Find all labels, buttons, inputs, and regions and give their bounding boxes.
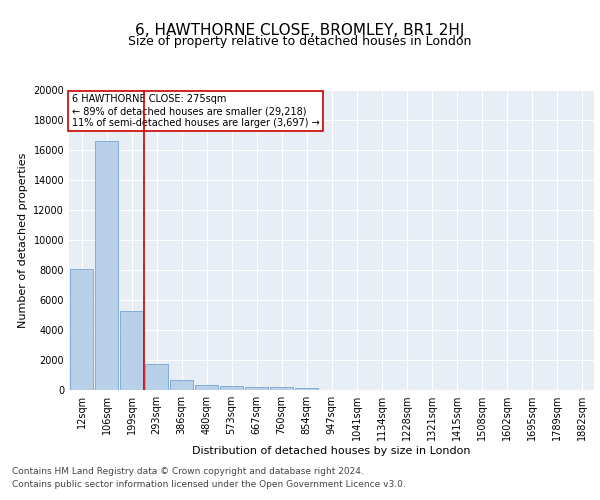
Text: Contains HM Land Registry data © Crown copyright and database right 2024.: Contains HM Land Registry data © Crown c…: [12, 467, 364, 476]
Bar: [70, 268, 94, 390]
Bar: [194, 385, 218, 390]
Text: Contains public sector information licensed under the Open Government Licence v3: Contains public sector information licen…: [12, 480, 406, 489]
Text: 6 HAWTHORNE CLOSE: 275sqm
← 89% of detached houses are smaller (29,218)
11% of s: 6 HAWTHORNE CLOSE: 275sqm ← 89% of detac…: [71, 94, 319, 128]
Y-axis label: Number of detached properties: Number of detached properties: [18, 152, 28, 328]
Bar: [170, 380, 193, 390]
Bar: [295, 388, 319, 390]
Text: 6, HAWTHORNE CLOSE, BROMLEY, BR1 2HJ: 6, HAWTHORNE CLOSE, BROMLEY, BR1 2HJ: [136, 22, 464, 38]
Bar: [119, 310, 143, 390]
X-axis label: Distribution of detached houses by size in London: Distribution of detached houses by size …: [192, 446, 471, 456]
Bar: [245, 386, 268, 390]
Bar: [220, 386, 244, 390]
Bar: [269, 388, 293, 390]
Bar: [95, 141, 118, 390]
Text: Size of property relative to detached houses in London: Size of property relative to detached ho…: [128, 35, 472, 48]
Bar: [145, 364, 169, 390]
